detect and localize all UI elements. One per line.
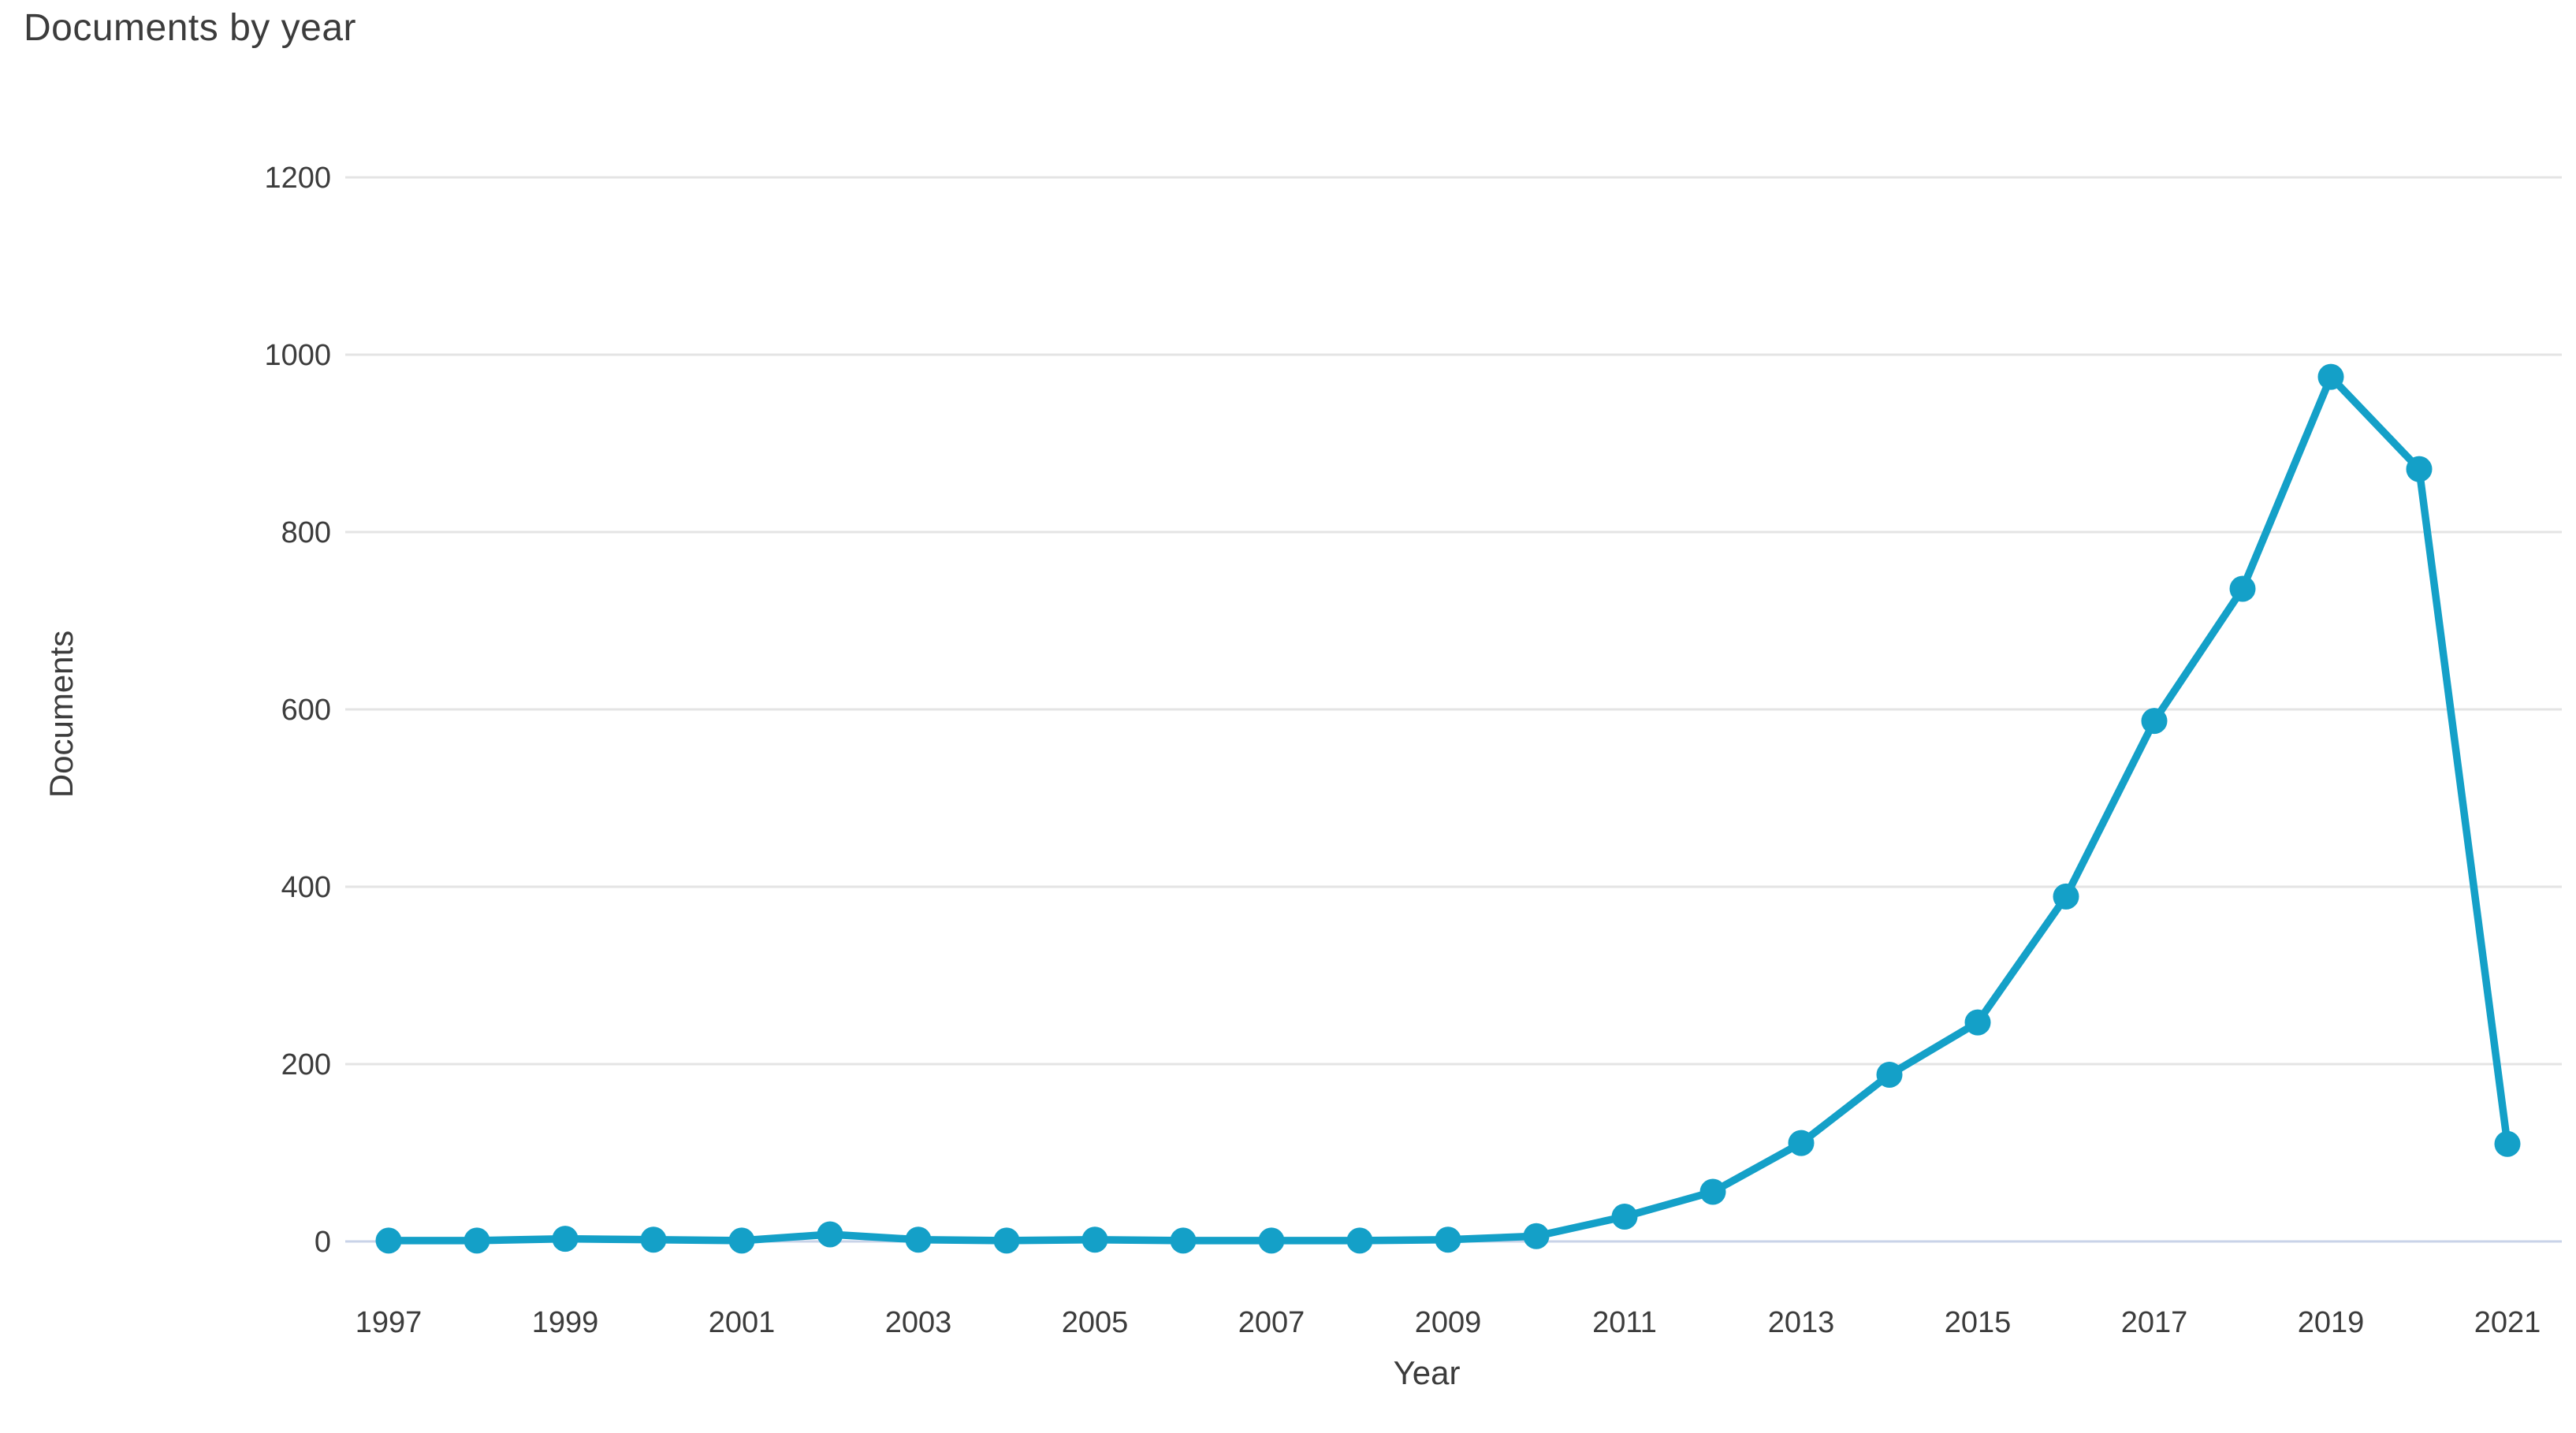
x-tick-label-1997: 1997 xyxy=(356,1306,423,1339)
data-point-2004 xyxy=(993,1227,1020,1254)
x-tick-label-2001: 2001 xyxy=(709,1306,776,1339)
data-point-1997 xyxy=(375,1227,402,1254)
documents-series-line xyxy=(385,373,2511,1245)
data-point-2007 xyxy=(1258,1227,1285,1254)
data-point-1998 xyxy=(463,1227,490,1254)
x-tick-label-2005: 2005 xyxy=(1062,1306,1129,1339)
y-tick-label-1000: 1000 xyxy=(264,339,331,372)
data-point-2002 xyxy=(817,1221,843,1248)
data-point-2000 xyxy=(640,1226,667,1253)
data-point-2014 xyxy=(1876,1062,1903,1088)
x-tick-label-2003: 2003 xyxy=(885,1306,952,1339)
data-point-2006 xyxy=(1170,1227,1197,1254)
data-point-2005 xyxy=(1081,1226,1108,1253)
y-tick-label-800: 800 xyxy=(281,516,331,549)
x-tick-label-2007: 2007 xyxy=(1238,1306,1305,1339)
data-point-1999 xyxy=(552,1226,579,1252)
data-point-2016 xyxy=(2053,883,2079,910)
x-tick-label-2021: 2021 xyxy=(2474,1306,2541,1339)
y-tick-label-600: 600 xyxy=(281,694,331,727)
y-tick-label-0: 0 xyxy=(315,1226,331,1259)
y-tick-label-200: 200 xyxy=(281,1048,331,1081)
x-axis-title: Year xyxy=(1393,1354,1461,1391)
data-point-2001 xyxy=(728,1227,755,1254)
x-tick-label-2011: 2011 xyxy=(1592,1306,1657,1339)
data-point-2009 xyxy=(1435,1226,1461,1253)
x-tick-label-1999: 1999 xyxy=(532,1306,599,1339)
data-point-2003 xyxy=(905,1226,932,1253)
data-point-2010 xyxy=(1523,1223,1550,1249)
x-tick-label-2019: 2019 xyxy=(2298,1306,2365,1339)
data-point-2021 xyxy=(2494,1130,2521,1157)
data-point-2015 xyxy=(1964,1009,1991,1036)
data-point-2017 xyxy=(2141,708,2168,735)
chart-title: Documents by year xyxy=(24,7,357,49)
data-point-2020 xyxy=(2406,456,2433,482)
data-point-2012 xyxy=(1699,1178,1726,1205)
x-tick-label-2015: 2015 xyxy=(1945,1306,2012,1339)
data-point-2008 xyxy=(1346,1227,1373,1254)
data-point-2011 xyxy=(1611,1204,1638,1230)
x-tick-label-2009: 2009 xyxy=(1415,1306,1482,1339)
y-tick-label-1200: 1200 xyxy=(264,162,331,195)
y-tick-label-400: 400 xyxy=(281,871,331,904)
x-tick-label-2017: 2017 xyxy=(2121,1306,2188,1339)
data-point-2013 xyxy=(1788,1130,1815,1156)
data-point-2018 xyxy=(2229,575,2256,602)
x-tick-label-2013: 2013 xyxy=(1768,1306,1835,1339)
data-point-2019 xyxy=(2317,363,2344,390)
